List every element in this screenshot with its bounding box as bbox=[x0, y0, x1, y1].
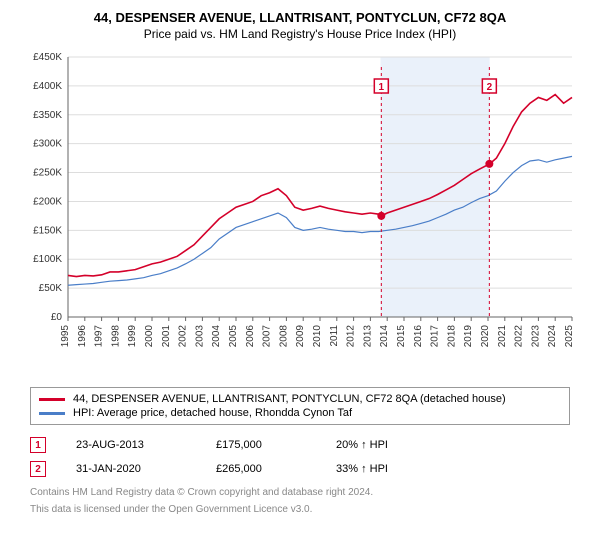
svg-text:£350K: £350K bbox=[33, 110, 62, 121]
svg-text:£100K: £100K bbox=[33, 254, 62, 265]
svg-text:£150K: £150K bbox=[33, 225, 62, 236]
sale-date: 23-AUG-2013 bbox=[76, 439, 186, 451]
svg-text:2003: 2003 bbox=[194, 325, 205, 348]
svg-text:2009: 2009 bbox=[295, 325, 306, 348]
sale-marker: 2 bbox=[30, 461, 46, 477]
svg-text:£0: £0 bbox=[51, 312, 63, 323]
legend-swatch bbox=[39, 412, 65, 415]
svg-text:2008: 2008 bbox=[278, 325, 289, 348]
svg-text:2018: 2018 bbox=[446, 325, 457, 348]
sale-row: 2 31-JAN-2020 £265,000 33% ↑ HPI bbox=[30, 457, 570, 481]
svg-text:1999: 1999 bbox=[127, 325, 138, 348]
sale-row: 1 23-AUG-2013 £175,000 20% ↑ HPI bbox=[30, 433, 570, 457]
svg-text:1: 1 bbox=[379, 82, 385, 93]
svg-text:2001: 2001 bbox=[161, 325, 172, 348]
svg-text:2025: 2025 bbox=[564, 325, 575, 348]
sale-date: 31-JAN-2020 bbox=[76, 463, 186, 475]
svg-text:1995: 1995 bbox=[60, 325, 71, 348]
svg-text:2021: 2021 bbox=[497, 325, 508, 348]
svg-text:2007: 2007 bbox=[262, 325, 273, 348]
sale-price: £175,000 bbox=[216, 439, 306, 451]
legend-swatch bbox=[39, 398, 65, 401]
page-title: 44, DESPENSER AVENUE, LLANTRISANT, PONTY… bbox=[10, 10, 590, 25]
svg-text:£50K: £50K bbox=[39, 283, 63, 294]
svg-text:2015: 2015 bbox=[396, 325, 407, 348]
svg-text:2020: 2020 bbox=[480, 325, 491, 348]
svg-text:2024: 2024 bbox=[547, 325, 558, 348]
svg-text:2016: 2016 bbox=[413, 325, 424, 348]
svg-text:2004: 2004 bbox=[211, 325, 222, 348]
svg-text:1997: 1997 bbox=[94, 325, 105, 348]
svg-text:2023: 2023 bbox=[530, 325, 541, 348]
svg-text:2000: 2000 bbox=[144, 325, 155, 348]
svg-text:£400K: £400K bbox=[33, 81, 62, 92]
svg-text:2022: 2022 bbox=[514, 325, 525, 348]
svg-text:2013: 2013 bbox=[362, 325, 373, 348]
svg-text:£300K: £300K bbox=[33, 139, 62, 150]
svg-text:2002: 2002 bbox=[178, 325, 189, 348]
svg-text:2019: 2019 bbox=[463, 325, 474, 348]
sale-marker: 1 bbox=[30, 437, 46, 453]
svg-text:£450K: £450K bbox=[33, 52, 62, 63]
svg-text:2011: 2011 bbox=[329, 325, 340, 347]
svg-text:2014: 2014 bbox=[379, 325, 390, 348]
sales-table: 1 23-AUG-2013 £175,000 20% ↑ HPI2 31-JAN… bbox=[30, 433, 570, 481]
page-subtitle: Price paid vs. HM Land Registry's House … bbox=[10, 27, 590, 41]
price-chart: £0 £50K £100K £150K £200K £250K £300K £350K £400… bbox=[20, 49, 580, 379]
legend-label: HPI: Average price, detached house, Rhon… bbox=[73, 407, 352, 419]
svg-text:2: 2 bbox=[487, 82, 493, 93]
legend-row: 44, DESPENSER AVENUE, LLANTRISANT, PONTY… bbox=[39, 392, 561, 406]
svg-text:2017: 2017 bbox=[430, 325, 441, 348]
sale-price: £265,000 bbox=[216, 463, 306, 475]
svg-text:2006: 2006 bbox=[245, 325, 256, 348]
legend-label: 44, DESPENSER AVENUE, LLANTRISANT, PONTY… bbox=[73, 393, 506, 405]
svg-text:1998: 1998 bbox=[110, 325, 121, 348]
svg-text:2012: 2012 bbox=[346, 325, 357, 348]
svg-text:2010: 2010 bbox=[312, 325, 323, 348]
footer-line-2: This data is licensed under the Open Gov… bbox=[30, 504, 570, 515]
sale-delta: 20% ↑ HPI bbox=[336, 439, 388, 451]
svg-text:1996: 1996 bbox=[77, 325, 88, 348]
svg-text:£250K: £250K bbox=[33, 168, 62, 179]
chart-legend: 44, DESPENSER AVENUE, LLANTRISANT, PONTY… bbox=[30, 387, 570, 425]
svg-text:2005: 2005 bbox=[228, 325, 239, 348]
sale-delta: 33% ↑ HPI bbox=[336, 463, 388, 475]
svg-text:£200K: £200K bbox=[33, 196, 62, 207]
footer-line-1: Contains HM Land Registry data © Crown c… bbox=[30, 487, 570, 498]
legend-row: HPI: Average price, detached house, Rhon… bbox=[39, 406, 561, 420]
